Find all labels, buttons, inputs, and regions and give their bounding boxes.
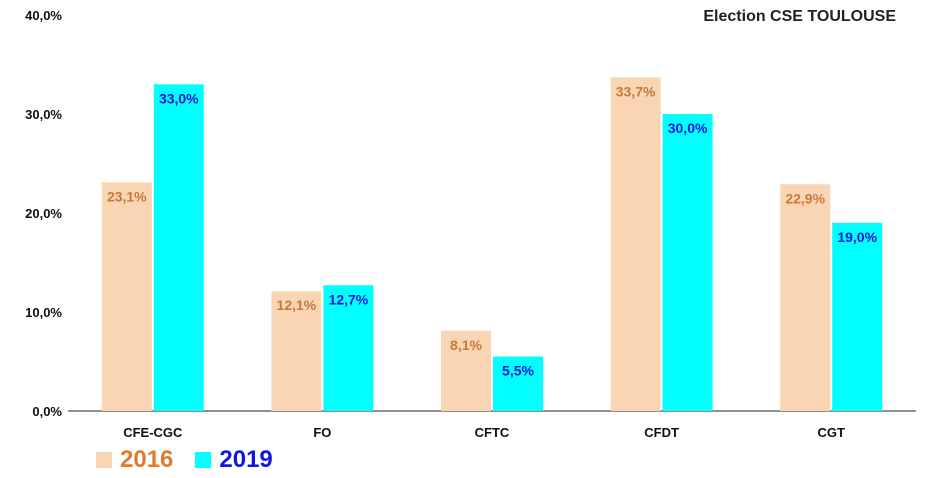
legend: 2016 2019 [96, 446, 273, 474]
x-tick-label: CFTC [475, 425, 510, 440]
bar-2019-cfdt [662, 114, 713, 411]
x-tick-label: CGT [817, 425, 845, 440]
legend-swatch-2016 [96, 452, 112, 468]
data-label: 12,1% [277, 297, 317, 313]
bar-2016-cfdt [610, 77, 661, 412]
y-tick-label: 30,0% [25, 107, 62, 122]
data-label: 8,1% [450, 337, 482, 353]
y-tick-label: 40,0% [25, 8, 62, 23]
bar-2016-cftc [441, 330, 491, 411]
legend-item-2019: 2019 [195, 446, 273, 474]
data-label: 5,5% [502, 363, 534, 379]
x-tick-label: CFE-CGC [123, 425, 183, 440]
data-label: 22,9% [785, 190, 825, 206]
data-label: 33,0% [159, 90, 199, 106]
data-label: 23,1% [107, 188, 147, 204]
bar-2019-cftc [493, 356, 543, 411]
bar-2016-fo [271, 291, 322, 411]
bar-2016-cfe-cgc [101, 182, 152, 411]
data-label: 12,7% [329, 291, 369, 307]
bar-2019-cfe-cgc [153, 84, 204, 412]
data-label: 19,0% [837, 229, 877, 245]
data-label: 30,0% [668, 120, 708, 136]
legend-item-2016: 2016 [96, 446, 173, 474]
chart-title: Election CSE TOULOUSE [703, 8, 896, 25]
y-tick-label: 0,0% [32, 404, 62, 419]
legend-swatch-2019 [195, 452, 212, 468]
bar-2016-cgt [780, 184, 831, 411]
bar-2019-fo [323, 285, 374, 411]
data-label: 33,7% [616, 83, 656, 99]
y-tick-label: 20,0% [25, 206, 62, 221]
bar-2019-cgt [832, 222, 883, 411]
legend-label-2019: 2019 [219, 446, 273, 473]
x-tick-label: FO [313, 425, 331, 440]
x-tick-label: CFDT [644, 425, 679, 440]
legend-label-2016: 2016 [120, 446, 174, 473]
y-tick-label: 10,0% [25, 305, 62, 320]
